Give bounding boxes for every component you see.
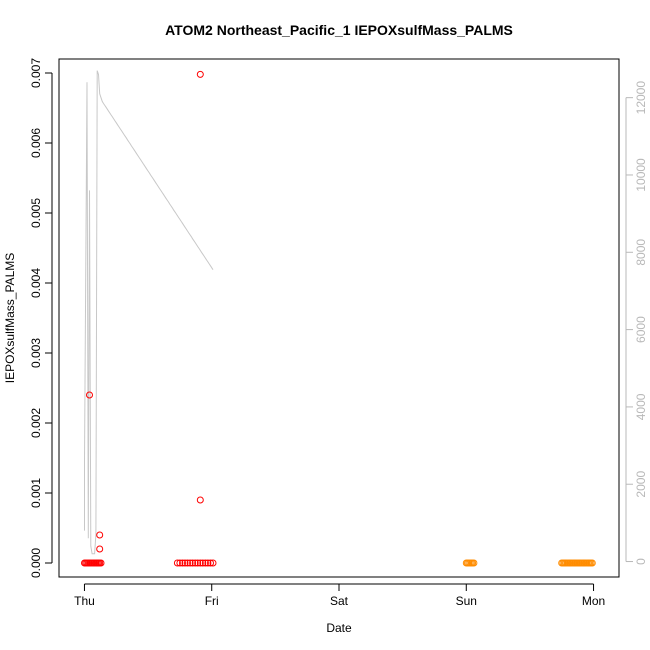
data-point <box>204 559 212 567</box>
y2-tick-label: 0 <box>634 558 648 565</box>
y-tick-label: 0.002 <box>29 408 43 438</box>
data-point <box>181 559 189 567</box>
x-tick-label: Sun <box>456 594 477 608</box>
data-point <box>201 559 209 567</box>
x-tick-label: Mon <box>582 594 605 608</box>
x-axis-label: Date <box>326 621 352 635</box>
y-tick-label: 0.006 <box>29 128 43 158</box>
data-points-layer <box>81 70 596 567</box>
data-point <box>196 559 204 567</box>
data-point <box>209 559 217 567</box>
data-point <box>97 559 105 567</box>
y-tick-label: 0.007 <box>29 58 43 88</box>
secondary-series-layer <box>84 70 214 555</box>
chart-title: ATOM2 Northeast_Pacific_1 IEPOXsulfMass_… <box>165 22 513 38</box>
y-tick-label: 0.005 <box>29 198 43 228</box>
data-point <box>173 559 181 567</box>
x-tick-label: Thu <box>74 594 95 608</box>
plot-frame <box>58 58 620 578</box>
data-point <box>184 559 191 567</box>
data-point <box>93 559 101 567</box>
x-tick-label: Fri <box>205 594 219 608</box>
y-axis-right: 0 2000 4000 6000 8000 10000 12000 <box>625 81 648 565</box>
y2-tick-label: 2000 <box>634 471 648 498</box>
data-point <box>189 559 197 567</box>
y2-tick-label: 8000 <box>634 239 648 266</box>
data-point <box>588 559 596 567</box>
x-tick-label: Sat <box>330 594 349 608</box>
data-point <box>207 559 214 567</box>
data-point <box>186 559 194 567</box>
data-point <box>176 559 184 567</box>
y2-tick-label: 4000 <box>634 393 648 420</box>
y-axis-left: 0.000 0.001 0.002 0.003 0.004 0.005 0.006 0.007 <box>29 58 53 578</box>
y-axis-label: IEPOXsulfMass_PALMS <box>3 253 17 384</box>
data-point <box>199 559 207 567</box>
data-point <box>196 70 204 78</box>
data-point <box>470 559 478 567</box>
y2-tick-label: 10000 <box>634 158 648 192</box>
y2-tick-label: 12000 <box>634 81 648 115</box>
x-axis: Thu Fri Sat Sun Mon <box>74 583 605 608</box>
data-point <box>191 559 199 567</box>
data-point <box>194 559 202 567</box>
y-tick-label: 0.000 <box>29 548 43 578</box>
data-point <box>86 391 93 399</box>
data-point <box>96 545 104 553</box>
y-tick-label: 0.001 <box>29 478 43 508</box>
data-point <box>196 496 204 504</box>
secondary-line-0-0 <box>84 70 214 555</box>
y-tick-label: 0.003 <box>29 338 43 368</box>
y2-tick-label: 6000 <box>634 316 648 343</box>
data-point <box>179 559 186 567</box>
data-point <box>96 531 104 539</box>
y-tick-label: 0.004 <box>29 268 43 298</box>
